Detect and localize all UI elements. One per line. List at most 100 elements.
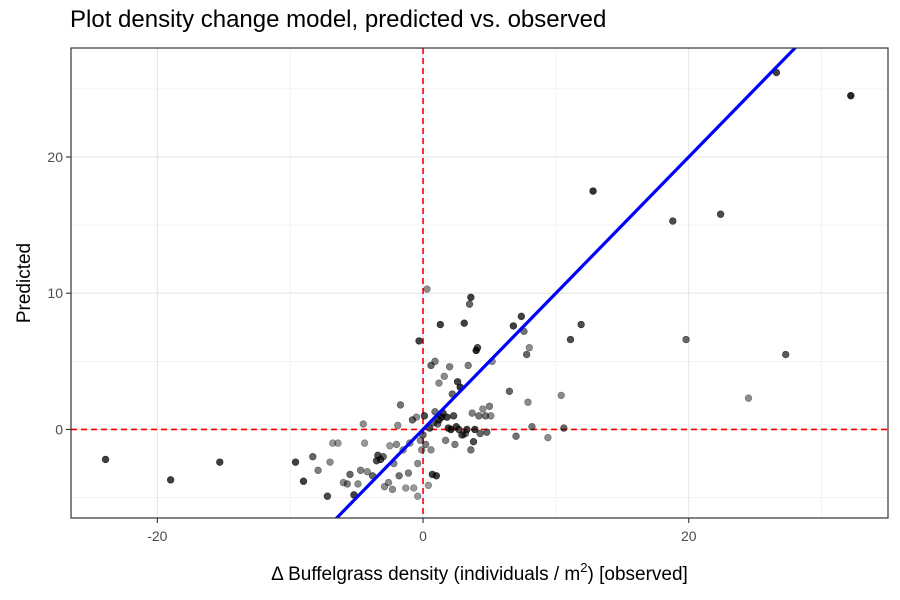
plot-panel-background [71, 48, 888, 518]
data-point [421, 440, 430, 449]
data-point [560, 424, 568, 432]
data-point [525, 344, 534, 352]
x-axis-title-main: Buffelgrass density (individuals / m [283, 564, 580, 585]
data-point [522, 350, 531, 359]
data-point [744, 394, 753, 402]
data-point [394, 421, 402, 430]
x-tick-label: -20 [147, 528, 167, 544]
data-point [467, 446, 475, 454]
data-point [420, 412, 429, 420]
data-point [465, 300, 474, 308]
data-point [412, 413, 421, 421]
data-point [475, 412, 483, 420]
data-point [323, 492, 332, 500]
data-point [669, 217, 677, 225]
data-point [468, 409, 476, 417]
data-point [469, 438, 478, 446]
x-tick-label: 20 [681, 528, 697, 544]
x-axis-title-delta: Δ [271, 564, 284, 585]
data-point [360, 439, 369, 447]
data-point [487, 412, 495, 420]
x-axis-title-superscript: 2 [580, 560, 587, 575]
data-point [309, 452, 317, 461]
data-point [414, 459, 422, 468]
data-point [483, 428, 491, 436]
data-point [359, 420, 367, 428]
data-point [354, 480, 362, 488]
data-point [396, 401, 405, 409]
data-point [418, 446, 426, 454]
data-point [334, 439, 342, 447]
data-point [380, 482, 389, 491]
data-point [329, 439, 337, 447]
chart-title: Plot density change model, predicted vs.… [70, 6, 607, 33]
data-point [395, 472, 403, 480]
data-point [384, 478, 393, 487]
data-point [557, 391, 565, 400]
data-point [427, 446, 435, 454]
x-axis-ticks: -20 0 20 [147, 518, 697, 544]
data-point [544, 433, 552, 442]
plot-panel-border [70, 47, 889, 519]
data-point [451, 440, 459, 449]
data-point [445, 363, 454, 371]
x-axis-title-tail: ) [observed] [588, 564, 688, 585]
x-tick-label: 0 [419, 528, 427, 544]
data-point [326, 458, 334, 466]
data-point [314, 466, 322, 475]
data-point [299, 477, 308, 485]
data-point [423, 285, 431, 293]
data-point [476, 429, 484, 438]
data-point [404, 469, 413, 477]
data-point [473, 344, 482, 352]
data-point [291, 458, 300, 466]
data-point [166, 476, 175, 484]
data-point [432, 472, 441, 480]
data-point [436, 320, 445, 329]
data-point [505, 387, 514, 396]
y-tick-label: 10 [47, 285, 63, 301]
data-point [847, 91, 855, 100]
data-point [392, 440, 401, 449]
y-axis-title: Predicted [14, 243, 35, 323]
data-point [449, 412, 458, 420]
data-point [343, 480, 352, 488]
y-axis-ticks: 0 10 20 [47, 149, 71, 437]
data-point [566, 335, 575, 344]
grid-minor [71, 48, 888, 518]
data-point [716, 210, 725, 218]
data-point [528, 423, 536, 431]
data-point [467, 293, 475, 302]
data-point [388, 485, 397, 494]
data-point [455, 425, 463, 434]
x-axis-title: Δ Buffelgrass density (individuals / m2)… [271, 560, 688, 585]
data-point [356, 466, 365, 475]
data-point [509, 322, 518, 330]
y-tick-label: 20 [47, 149, 63, 165]
data-point [440, 372, 448, 381]
data-point [101, 455, 110, 464]
fit-line-group [334, 48, 798, 518]
data-point [346, 470, 354, 479]
data-point [410, 484, 418, 492]
data-point [460, 319, 468, 327]
data-point [408, 416, 417, 424]
data-point [517, 312, 526, 321]
data-point [682, 335, 690, 344]
data-point [464, 361, 472, 370]
data-point [431, 357, 439, 366]
data-point [471, 425, 479, 434]
data-point [363, 467, 371, 476]
data-point [443, 413, 451, 421]
y-tick-label: 0 [55, 421, 63, 437]
data-point [463, 425, 471, 434]
data-point [386, 442, 394, 450]
fit-line [334, 48, 798, 518]
data-point [435, 379, 443, 387]
data-point [524, 398, 532, 406]
data-point [402, 484, 410, 492]
data-point [577, 320, 585, 329]
data-point [479, 405, 487, 413]
data-point [589, 187, 597, 195]
